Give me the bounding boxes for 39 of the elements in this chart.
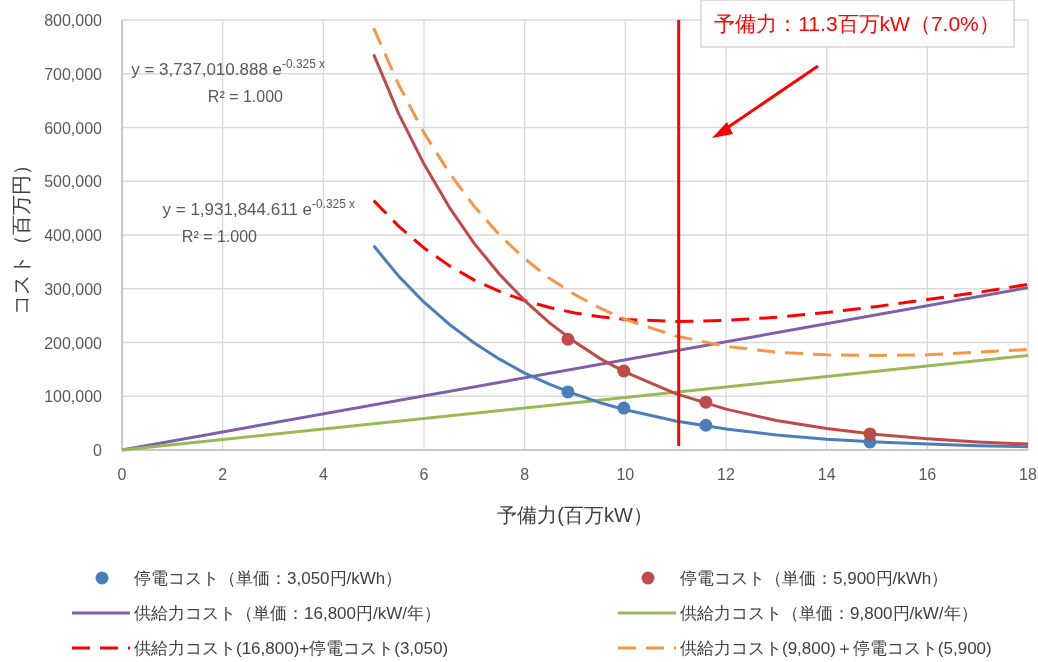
legend-label: 停電コスト（単価：5,900円/kWh）	[680, 569, 949, 588]
point	[561, 385, 575, 399]
point	[617, 401, 631, 415]
legend-label: 供給力コスト（単価：9,800円/kW/年）	[680, 604, 978, 623]
legend-label: 供給力コスト(16,800)+停電コスト(3,050)	[134, 639, 449, 658]
annotation: R² = 1.000	[207, 88, 284, 105]
point	[699, 418, 713, 432]
x-tick-label: 18	[1019, 466, 1037, 483]
y-tick-label: 700,000	[44, 65, 103, 83]
y-tick-label: 400,000	[44, 227, 103, 244]
legend-label: 停電コスト（単価：3,050円/kWh）	[134, 569, 403, 588]
y-tick-label: 0	[93, 442, 103, 459]
y-tick-label: 200,000	[44, 334, 103, 352]
x-axis-title: 予備力(百万kW）	[497, 504, 653, 526]
x-tick-label: 12	[717, 466, 735, 483]
y-tick-label: 500,000	[44, 173, 103, 191]
x-tick-label: 14	[817, 466, 836, 483]
y-tick-label: 800,000	[44, 12, 103, 29]
x-tick-label: 8	[520, 466, 530, 483]
annotation: y = 3,737,010.888 e$^{-0.325 x}$	[131, 57, 326, 79]
y-tick-label: 300,000	[44, 280, 103, 298]
y-tick-label: 600,000	[44, 119, 103, 137]
y-tick-label: 100,000	[44, 388, 103, 406]
x-tick-label: 2	[218, 466, 228, 483]
annotation: y = 1,931,844.611 e$^{-0.325 x}$	[162, 197, 356, 219]
x-tick-label: 6	[419, 466, 429, 483]
point	[561, 332, 575, 346]
x-tick-label: 0	[117, 466, 127, 483]
ref-line-label: 予備力：11.3百万kW（7.0%）	[714, 12, 1000, 35]
legend-label: 供給力コスト（単価：16,800円/kW/年）	[134, 604, 441, 623]
legend-label: 供給力コスト(9,800)＋停電コスト(5,900)	[680, 639, 992, 658]
x-tick-label: 10	[616, 466, 635, 483]
point	[699, 395, 713, 409]
x-tick-label: 4	[318, 466, 328, 483]
x-tick-label: 16	[918, 466, 937, 483]
y-axis-title: コスト（百万円）	[10, 155, 32, 315]
point	[617, 364, 631, 378]
point	[863, 427, 877, 441]
annotation: R² = 1.000	[181, 228, 258, 245]
